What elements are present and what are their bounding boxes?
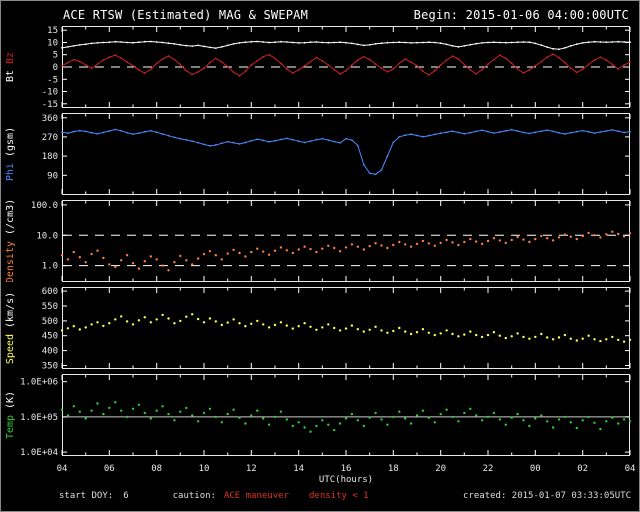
svg-text:1.0E+04: 1.0E+04 xyxy=(20,448,58,456)
svg-text:00: 00 xyxy=(530,464,541,474)
footer: start DOY: 6 caution: ACE maneuver densi… xyxy=(1,491,639,501)
x-axis: 04 06 08 10 12 14 16 18 20 22 00 02 04 UTC(hours) xyxy=(57,464,636,485)
svg-text:350: 350 xyxy=(42,362,58,370)
bt-bz-panel: 15 10 5 0 -5 -10 -15 Bt Bz xyxy=(5,26,631,108)
svg-text:06: 06 xyxy=(104,464,115,474)
caution-value: ACE maneuver xyxy=(223,491,289,501)
svg-text:1.0E+05: 1.0E+05 xyxy=(20,413,58,423)
svg-text:1.0: 1.0 xyxy=(42,262,58,272)
svg-text:270: 270 xyxy=(42,133,58,143)
plot-title: ACE RTSW (Estimated) MAG & SWEPAM xyxy=(63,8,309,22)
created-timestamp: created: 2015-01-07 03:33:05UTC xyxy=(463,491,631,501)
svg-text:08: 08 xyxy=(151,464,162,474)
svg-text:450: 450 xyxy=(42,332,58,342)
temp-panel: 1.0E+06 1.0E+05 1.0E+04 Temp (K) xyxy=(5,374,632,456)
svg-text:04: 04 xyxy=(57,464,68,474)
svg-text:1.0E+06: 1.0E+06 xyxy=(20,378,58,388)
svg-text:10: 10 xyxy=(47,39,58,49)
svg-text:-10: -10 xyxy=(42,88,58,98)
begin-timestamp: Begin: 2015-01-06 04:00:00UTC xyxy=(413,8,629,22)
svg-text:20: 20 xyxy=(435,464,446,474)
density-note: density < 1 xyxy=(309,491,369,501)
svg-text:10.0: 10.0 xyxy=(36,231,58,241)
svg-text:15: 15 xyxy=(47,26,58,36)
density-panel: 100.0 10.0 1.0 Density (/cm3) xyxy=(5,200,632,282)
svg-text:14: 14 xyxy=(293,464,304,474)
titlebar: ACE RTSW (Estimated) MAG & SWEPAM Begin:… xyxy=(1,1,639,26)
svg-text:Phi (gsm): Phi (gsm) xyxy=(5,127,16,181)
svg-text:Speed (km/s): Speed (km/s) xyxy=(5,292,16,364)
svg-text:0: 0 xyxy=(53,63,58,73)
svg-text:550: 550 xyxy=(42,302,58,312)
svg-text:180: 180 xyxy=(42,152,58,162)
svg-text:500: 500 xyxy=(42,317,58,327)
svg-text:02: 02 xyxy=(577,464,588,474)
svg-text:16: 16 xyxy=(341,464,352,474)
plots: 15 10 5 0 -5 -10 -15 Bt Bz 360 270 180 90 Phi (gsm) 1… xyxy=(1,26,639,456)
svg-text:5: 5 xyxy=(53,51,58,61)
svg-text:Density (/cm3): Density (/cm3) xyxy=(5,200,16,282)
svg-text:-5: -5 xyxy=(47,75,58,85)
start-doy-value: 6 xyxy=(123,491,129,501)
svg-text:10: 10 xyxy=(199,464,210,474)
phi-panel: 360 270 180 90 Phi (gsm) xyxy=(5,113,631,195)
svg-text:400: 400 xyxy=(42,347,58,357)
caution-label: caution: xyxy=(172,491,216,501)
svg-text:Bt Bz: Bt Bz xyxy=(5,52,16,82)
svg-text:90: 90 xyxy=(47,171,58,181)
svg-text:100.0: 100.0 xyxy=(31,201,58,211)
svg-text:22: 22 xyxy=(483,464,494,474)
start-doy-label: start DOY: xyxy=(59,491,114,501)
svg-text:UTC(hours): UTC(hours) xyxy=(319,475,373,485)
svg-text:Temp (K): Temp (K) xyxy=(5,391,16,439)
svg-text:360: 360 xyxy=(42,114,58,124)
svg-text:18: 18 xyxy=(388,464,399,474)
svg-text:-15: -15 xyxy=(42,100,58,108)
svg-text:12: 12 xyxy=(246,464,257,474)
svg-text:600: 600 xyxy=(42,287,58,297)
svg-text:04: 04 xyxy=(625,464,636,474)
speed-panel: 600 550 500 450 400 350 Speed (km/s) xyxy=(5,287,632,370)
